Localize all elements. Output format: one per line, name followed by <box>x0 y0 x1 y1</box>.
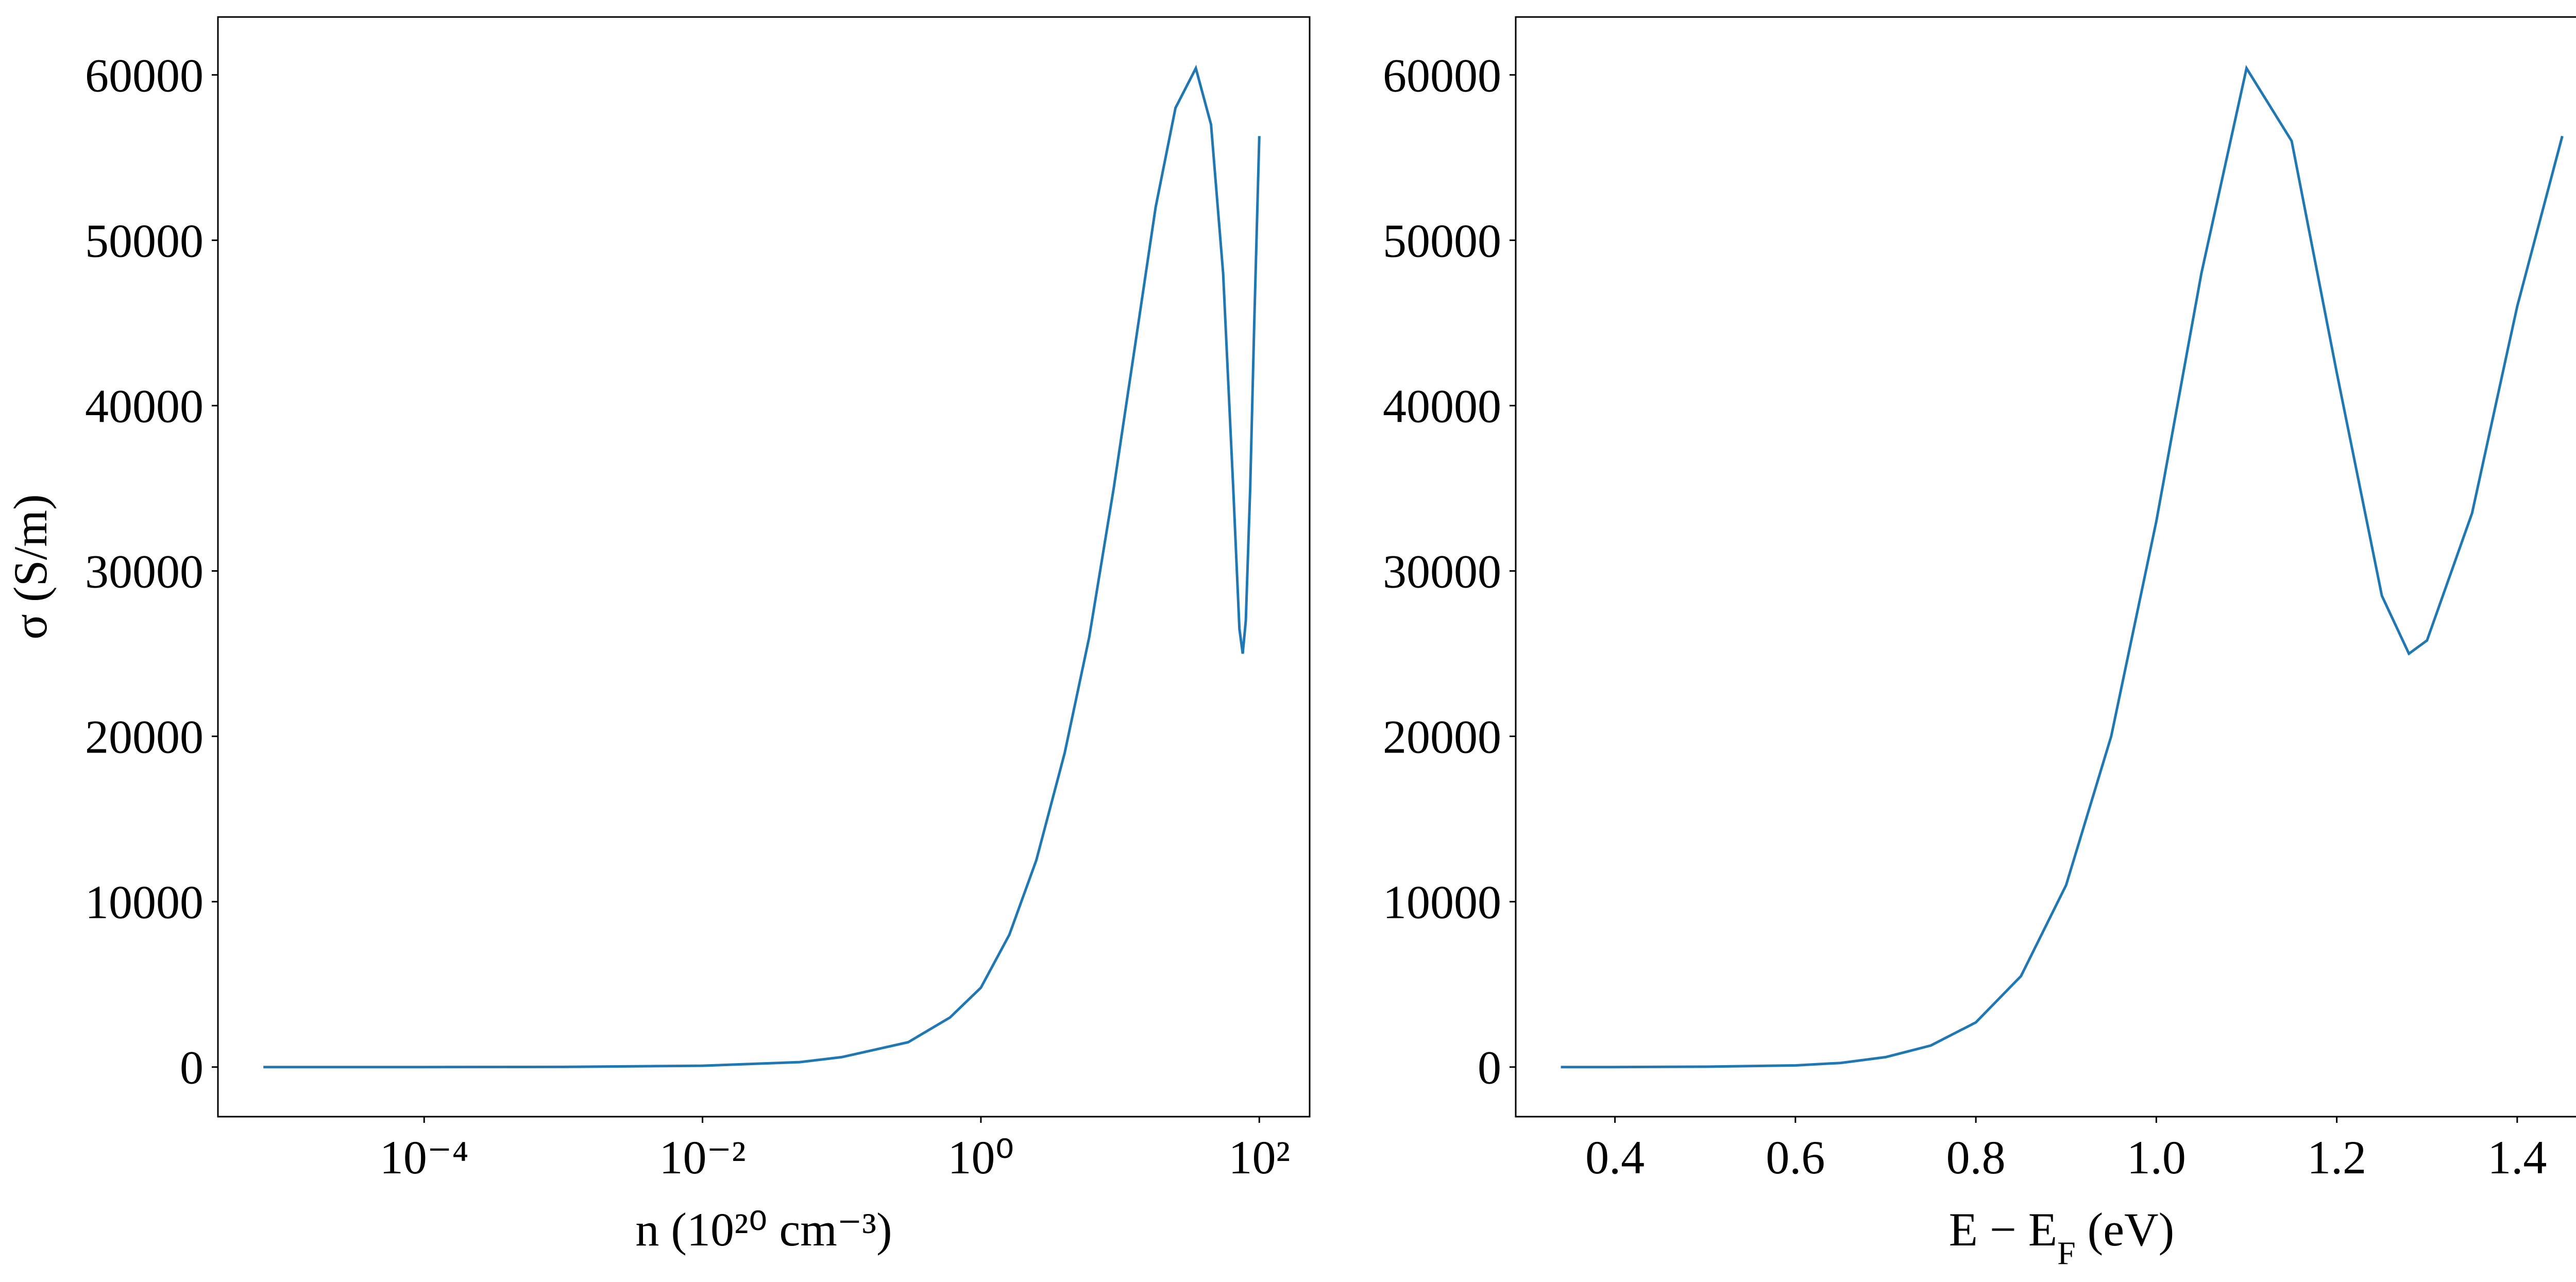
x-tick-label: 10⁻⁴ <box>380 1131 469 1184</box>
x-axis-label-part: E − E <box>1949 1203 2057 1256</box>
x-tick-label: 0.6 <box>1766 1131 1825 1184</box>
y-tick-label: 20000 <box>1383 711 1501 763</box>
y-axis-label: σ (S/m) <box>4 494 57 639</box>
data-line <box>263 64 1261 1069</box>
y-tick-label: 60000 <box>1383 49 1501 101</box>
y-tick-label: 40000 <box>1383 380 1501 432</box>
x-tick-label: 0.8 <box>1946 1131 2006 1184</box>
x-tick-label: 1.4 <box>2487 1131 2547 1184</box>
y-tick-label: 10000 <box>1383 876 1501 929</box>
x-axis-label-part: n (10²⁰ cm⁻³) <box>635 1203 892 1256</box>
y-tick-label: 50000 <box>85 214 204 267</box>
y-tick-label: 40000 <box>85 380 204 432</box>
x-tick-label: 1.2 <box>2307 1131 2366 1184</box>
y-tick-label: 20000 <box>85 711 204 763</box>
x-axis-label: n (10²⁰ cm⁻³) <box>635 1203 892 1256</box>
y-tick-label: 0 <box>1478 1041 1501 1094</box>
x-axis-label-part: F <box>2057 1235 2076 1271</box>
data-line <box>1561 64 2564 1069</box>
y-tick-label: 30000 <box>1383 545 1501 598</box>
x-tick-label: 10⁰ <box>947 1131 1014 1184</box>
x-tick-label: 1.0 <box>2127 1131 2186 1184</box>
y-tick-label: 50000 <box>1383 214 1501 267</box>
axes-frame <box>217 16 1311 1118</box>
x-tick-label: 10⁻² <box>659 1131 746 1184</box>
axes-frame <box>1515 16 2576 1118</box>
x-axis-label-part: (eV) <box>2076 1203 2175 1256</box>
y-tick-label: 30000 <box>85 545 204 598</box>
y-tick-label: 10000 <box>85 876 204 929</box>
x-axis-label: E − EF (eV) <box>1949 1203 2174 1271</box>
x-tick-label: 10² <box>1228 1131 1290 1184</box>
x-tick-label: 0.4 <box>1585 1131 1645 1184</box>
y-tick-label: 60000 <box>85 49 204 101</box>
y-tick-label: 0 <box>180 1041 204 1094</box>
